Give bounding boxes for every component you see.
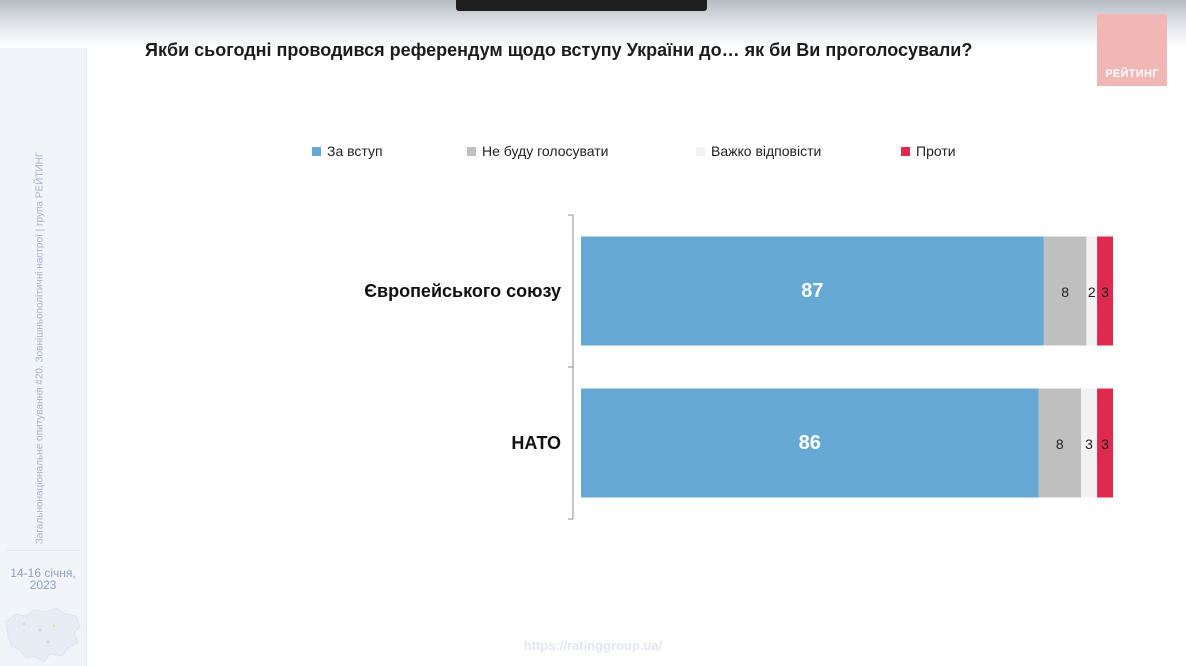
category-label: НАТО [511,433,561,453]
bar-segment [1043,236,1087,346]
data-label: 3 [1085,436,1093,452]
legend-swatch [467,146,476,156]
footer-url: https://ratinggroup.ua/ [523,638,663,653]
sidebar-divider [6,550,80,551]
legend-label: За вступ [327,143,383,159]
category-label: Європейського союзу [364,281,561,301]
rating-logo: РЕЙТИНГ [1097,14,1167,86]
legend-item-proty: Проти [901,143,956,159]
data-label: 3 [1101,284,1109,300]
legend-label: Не буду голосувати [482,143,609,159]
bar-segment [1097,388,1113,498]
top-tab [456,0,707,11]
bar-segment [1086,236,1098,346]
legend-swatch [696,146,705,156]
bar-segment [581,236,1044,346]
legend-label: Проти [916,143,956,159]
data-label: 3 [1101,436,1109,452]
legend-swatch [901,146,910,156]
sidebar: Загальнонаціональне опитування #20. Зовн… [0,48,87,666]
legend-label: Важко відповісти [711,143,822,159]
legend-item-vazhko: Важко відповісти [696,143,821,159]
legend-item-za-vstup: За вступ [312,143,383,159]
data-label: 8 [1056,436,1064,452]
survey-date: 14-16 січня, 2023 [10,566,76,592]
bar-segment [1038,388,1082,498]
bar-segment [1097,236,1113,346]
data-label: 87 [801,280,823,302]
chart-legend: За вступ Не буду голосувати Важко відпов… [0,143,1186,163]
ukraine-map-icon [5,607,81,663]
bar-segment [581,388,1039,498]
chart-title: Якби сьогодні проводився референдум щодо… [145,40,973,60]
legend-item-ne-budu: Не буду голосувати [467,143,608,159]
bar-segment [1081,388,1098,498]
data-label: 2 [1088,284,1096,300]
data-label: 8 [1061,284,1069,300]
data-label: 86 [799,432,821,454]
legend-swatch [312,146,321,156]
logo-text: РЕЙТИНГ [1105,68,1159,80]
